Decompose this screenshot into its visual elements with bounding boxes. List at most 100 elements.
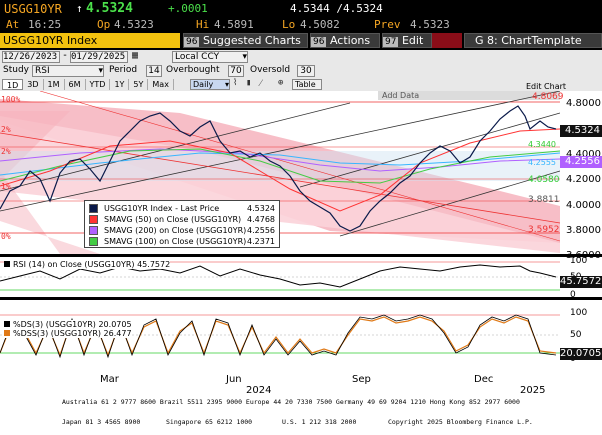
high-value: 4.5891 <box>214 18 254 31</box>
range-tabs: 1D 3D 1M 6M YTD 1Y 5Y Max <box>2 79 174 90</box>
ds-badge: 20.0705 <box>560 348 602 360</box>
rsi-swatch <box>4 261 10 267</box>
legend-swatch <box>89 237 98 246</box>
actions-button[interactable]: 96 Actions ▾ <box>310 33 380 62</box>
last-price: 4.5324 <box>86 1 133 16</box>
currency-select[interactable]: Local CCY ▾ <box>172 51 248 63</box>
date-from-field[interactable]: 12/26/2023 <box>2 51 60 63</box>
footer-japan: Japan 81 3 4565 8900 <box>62 418 141 426</box>
range-tab-1m[interactable]: 1M <box>44 79 65 90</box>
range-tab-3d[interactable]: 3D <box>23 79 44 90</box>
legend-value: 4.2556 <box>247 226 275 235</box>
chevron-down-icon: ▾ <box>242 52 247 62</box>
range-tab-5y[interactable]: 5Y <box>129 79 149 90</box>
overbought-value: 70 <box>230 66 242 76</box>
frequency-value: Daily <box>193 80 214 89</box>
oversold-input[interactable]: 30 <box>297 65 315 77</box>
date-to-field[interactable]: 01/29/2025 <box>70 51 128 63</box>
ds-value: 20.0705 <box>98 320 132 329</box>
line-chart-icon[interactable]: ⌇ <box>233 78 238 88</box>
zoom-icon[interactable]: ⊕ <box>278 78 284 88</box>
x-month-jun: Jun <box>226 374 242 385</box>
rsi-badge: 45.7572 <box>560 276 602 288</box>
actions-label: Actions <box>329 34 371 47</box>
draw-icon[interactable]: ⁄ <box>260 79 262 89</box>
fib-level-label: 2% <box>1 147 11 156</box>
security-field[interactable]: USGG10YR Index <box>0 33 180 48</box>
legend-row: SMAVG (100) on Close (USGG10YR) 4.2371 <box>89 236 275 247</box>
open-value: 4.5323 <box>114 18 154 31</box>
price-tick: 4.2000 <box>566 174 601 185</box>
fib-level-label: 0% <box>1 232 11 241</box>
price-tick: 4.4000 <box>566 149 601 160</box>
currency-value: Local CCY <box>175 52 220 62</box>
date-to: 01/29/2025 <box>71 52 126 62</box>
chart-template-button[interactable]: G 8: ChartTemplate <box>464 33 602 48</box>
oversold-label: Oversold <box>250 65 291 75</box>
legend-value: 4.4768 <box>247 215 275 224</box>
color-swatch[interactable] <box>432 33 462 48</box>
up-arrow-icon: ↑ <box>76 2 83 15</box>
suggested-charts-button[interactable]: 96 Suggested Charts <box>183 33 308 48</box>
rsi-value: 45.7572 <box>137 260 171 269</box>
legend-value: 4.2371 <box>247 237 275 246</box>
footer-us: U.S. 1 212 318 2000 <box>282 418 357 426</box>
trend-label-3: 4.0580 <box>528 175 560 185</box>
range-tab-1y[interactable]: 1Y <box>110 79 130 90</box>
period-value: 14 <box>148 66 160 76</box>
range-tab-1d[interactable]: 1D <box>2 79 24 90</box>
last-price-badge: 4.5324 <box>560 125 602 137</box>
fib-level-label: 1% <box>1 182 11 191</box>
legend-label: SMAVG (100) on Close (USGG10YR) <box>104 237 247 246</box>
toolbar: USGG10YR Index 96 Suggested Charts 96 Ac… <box>0 33 602 62</box>
range-tab-6m[interactable]: 6M <box>65 79 86 90</box>
table-label: Table <box>295 80 316 89</box>
calendar-icon[interactable]: ▦ <box>132 50 139 61</box>
trend-label-4: 3.8811 <box>528 195 560 205</box>
open-label: Op <box>97 18 111 31</box>
partial-left-labels: 100% 2% 2% 1% 0% <box>1 92 31 252</box>
pink-channel-3 <box>0 111 70 181</box>
range-tab-max[interactable]: Max <box>148 79 174 90</box>
suggested-num: 96 <box>184 37 200 47</box>
overbought-input[interactable]: 70 <box>228 65 244 77</box>
low-value: 4.5082 <box>300 18 340 31</box>
chevron-down-icon: ▾ <box>98 66 103 76</box>
bar-chart-icon[interactable]: ▮ <box>246 78 252 88</box>
suggested-label: Suggested Charts <box>202 34 301 47</box>
pink-channel-1 <box>0 99 560 243</box>
study-select[interactable]: RSI ▾ <box>32 65 104 77</box>
add-data-bar <box>378 91 560 100</box>
period-input[interactable]: 14 <box>146 65 162 77</box>
trend-label-1: 4.8069 <box>532 92 564 102</box>
trend-line-1 <box>0 91 561 212</box>
rsi-tick-0: 0 <box>570 290 576 300</box>
x-year-2025: 2025 <box>520 385 546 396</box>
smavg-50-line <box>0 128 561 212</box>
chart-area[interactable] <box>0 91 602 371</box>
edit-chart-label[interactable]: Edit Chart <box>526 82 567 91</box>
date-controls: 12/26/2023 - 01/29/2025 ▦ Local CCY ▾ <box>0 50 602 64</box>
legend-label: SMAVG (200) on Close (USGG10YR) <box>104 226 247 235</box>
dss-value: 26.477 <box>103 329 132 338</box>
frequency-select[interactable]: Daily ▾ <box>190 79 230 90</box>
chevron-down-icon: ▾ <box>224 80 229 89</box>
ds-tick-100: 100 <box>570 308 588 318</box>
x-month-sep: Sep <box>352 374 371 385</box>
footer: Australia 61 2 9777 8600 Brazil 5511 239… <box>0 396 602 435</box>
study-controls: Study RSI ▾ Period 14 Overbought 70 Overs… <box>0 64 602 78</box>
x-axis: Mar Jun Sep Dec 2024 2025 <box>0 371 602 396</box>
table-button[interactable]: Table <box>292 79 322 90</box>
trend-line-5 <box>0 132 561 224</box>
fib-level-label: 2% <box>1 125 11 134</box>
range-controls: 1D 3D 1M 6M YTD 1Y 5Y Max Daily ▾ ⌇ ▮ ⁄ ⊕ Table <box>0 78 602 91</box>
ds-tick-50: 50 <box>570 330 582 340</box>
trend-label-2: 4.3440 <box>528 140 556 149</box>
edit-button[interactable]: 97 Edit ▾ <box>382 33 432 62</box>
at-label: At <box>6 18 20 31</box>
range-tab-ytd[interactable]: YTD <box>86 79 111 90</box>
legend-swatch <box>89 204 98 213</box>
rsi-label-text: RSI (14) on Close (USGG10YR) <box>13 260 135 269</box>
ticker-label: USGG10YR <box>4 2 62 16</box>
add-data-label[interactable]: Add Data <box>382 91 420 100</box>
